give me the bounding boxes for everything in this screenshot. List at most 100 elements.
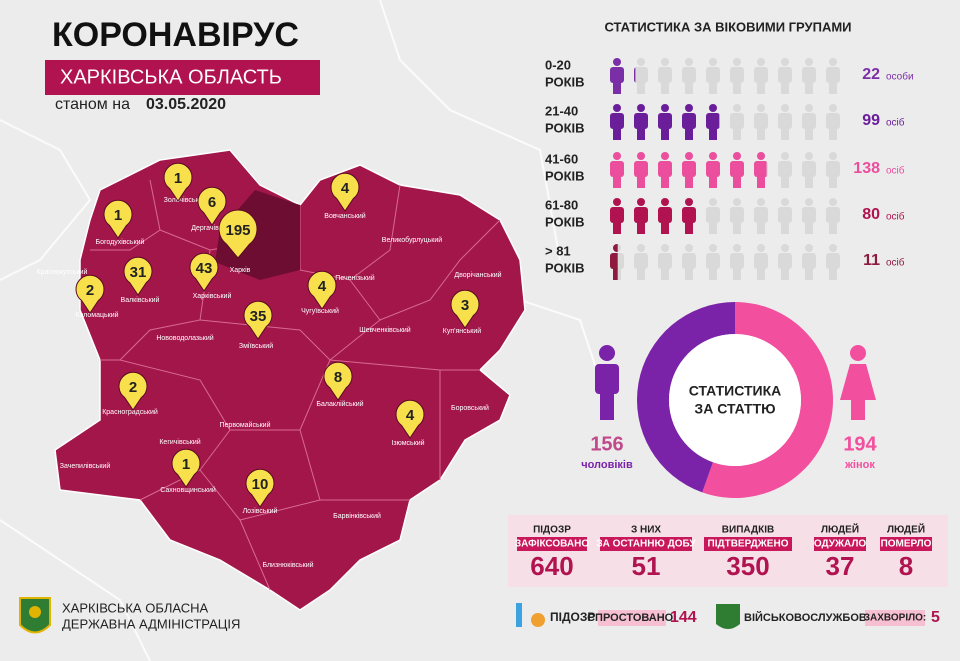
person-icon bbox=[634, 152, 648, 188]
district-name: Вовчанський bbox=[324, 212, 365, 220]
case-count: 6 bbox=[208, 194, 216, 211]
icon-head bbox=[781, 104, 789, 112]
total-highlight: ПІДТВЕРДЖЕНО bbox=[708, 539, 789, 550]
icon-legs bbox=[781, 222, 789, 234]
person-icon-empty bbox=[754, 58, 768, 94]
icon-head bbox=[637, 152, 645, 160]
icon-legs bbox=[613, 222, 621, 234]
age-people-label: особи bbox=[886, 71, 914, 83]
person-icon-empty bbox=[706, 198, 720, 234]
total-highlight: ЗАФІКСОВАНО bbox=[515, 539, 589, 550]
icon-body bbox=[802, 253, 816, 269]
person-icon-empty bbox=[730, 244, 744, 280]
icon-legs bbox=[733, 222, 741, 234]
icon-legs bbox=[709, 176, 717, 188]
person-icon-empty bbox=[778, 152, 792, 188]
icon-legs bbox=[829, 176, 837, 188]
icon-body bbox=[658, 207, 672, 223]
icon-legs bbox=[757, 176, 765, 188]
icon-body bbox=[658, 67, 672, 83]
icon-head bbox=[661, 152, 669, 160]
case-count: 2 bbox=[129, 379, 137, 396]
total-highlight: ОДУЖАЛО bbox=[814, 539, 867, 550]
icon-body bbox=[730, 113, 744, 129]
icon-legs bbox=[661, 82, 669, 94]
org-name: ДЕРЖАВНА АДМІНІСТРАЦІЯ bbox=[62, 616, 240, 631]
icon-body bbox=[754, 161, 767, 177]
icon-head bbox=[781, 198, 789, 206]
military-label: ВІЙСЬКОВОСЛУЖБОВЦІВ bbox=[744, 611, 886, 624]
case-count: 1 bbox=[114, 207, 122, 224]
district-name: Первомайський bbox=[220, 421, 271, 429]
donut-men bbox=[636, 302, 735, 493]
icon-legs bbox=[661, 268, 669, 280]
case-count: 35 bbox=[250, 308, 267, 325]
district-name: Харків bbox=[230, 266, 251, 274]
icon-head bbox=[829, 152, 837, 160]
highlight-bg bbox=[704, 537, 792, 551]
district-name: Зміївський bbox=[239, 342, 273, 350]
icon-head bbox=[709, 104, 717, 112]
gender-layer: 156 чоловіків 194 жінок bbox=[581, 302, 878, 498]
icon-legs bbox=[805, 268, 813, 280]
age-range: 41-60 bbox=[545, 151, 578, 166]
icon-body bbox=[610, 253, 618, 269]
age-unit: РОКІВ bbox=[545, 260, 585, 275]
women-label: жінок bbox=[844, 459, 875, 471]
icon-body bbox=[754, 113, 768, 129]
person-icon bbox=[610, 244, 618, 280]
map-pin bbox=[75, 274, 105, 314]
age-layer: 0-20 РОКІВ 22 особи 21-40 РОКІВ 99 осіб 41-60 РОК… bbox=[545, 57, 914, 280]
icon-head bbox=[685, 104, 693, 112]
military-highlight: ЗАХВОРІЛО: bbox=[864, 613, 926, 624]
person-icon bbox=[754, 152, 767, 188]
icon-body bbox=[610, 113, 624, 129]
person-icon-empty bbox=[778, 198, 792, 234]
person-icon bbox=[706, 104, 720, 140]
person-icon bbox=[634, 198, 648, 234]
case-count: 4 bbox=[406, 407, 415, 424]
person-icon bbox=[658, 104, 672, 140]
icon-body bbox=[778, 67, 792, 83]
district-name: Сахновщинський bbox=[160, 486, 216, 494]
age-value: 80 bbox=[862, 206, 880, 223]
person-icon-empty bbox=[802, 152, 816, 188]
icon-body bbox=[610, 207, 624, 223]
district-name: Золочівський bbox=[164, 196, 207, 204]
icon-head bbox=[709, 198, 717, 206]
icon-body bbox=[754, 207, 768, 223]
map-pin bbox=[245, 468, 275, 508]
map-pin bbox=[395, 399, 425, 439]
icon-legs bbox=[733, 268, 741, 280]
icon-body bbox=[634, 207, 648, 223]
district-name: Великобурлуцький bbox=[382, 236, 443, 244]
district-name: Коломацький bbox=[75, 311, 118, 319]
virus-icon bbox=[531, 613, 545, 627]
icon-body bbox=[802, 161, 816, 177]
district-name: Зачепилівський bbox=[60, 462, 111, 470]
icon-legs bbox=[613, 82, 621, 94]
icon-legs bbox=[781, 82, 789, 94]
icon-legs bbox=[637, 176, 645, 188]
map-pin bbox=[307, 270, 337, 310]
person-icon-empty bbox=[826, 104, 840, 140]
district-name: Лозівський bbox=[243, 507, 278, 515]
icon-legs bbox=[613, 176, 621, 188]
icon-head bbox=[661, 244, 669, 252]
district-name: Куп'янський bbox=[443, 327, 481, 335]
icon-body bbox=[826, 253, 840, 269]
icon-legs bbox=[805, 128, 813, 140]
highlight-bg bbox=[814, 537, 866, 551]
person-icon-empty bbox=[730, 58, 744, 94]
date-prefix: станом на bbox=[55, 96, 130, 113]
age-range: 61-80 bbox=[545, 197, 578, 212]
case-count: 2 bbox=[86, 282, 94, 299]
person-icon bbox=[706, 152, 720, 188]
icon-body bbox=[682, 113, 696, 129]
subtitle-banner bbox=[45, 60, 320, 95]
icon-head bbox=[829, 104, 837, 112]
person-icon-empty bbox=[754, 104, 768, 140]
